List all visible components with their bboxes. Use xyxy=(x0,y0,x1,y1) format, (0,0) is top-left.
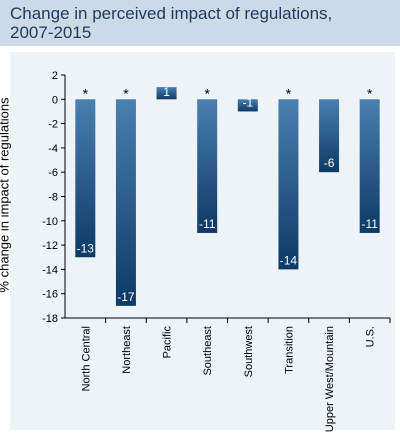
y-tick-label: -8 xyxy=(48,192,58,204)
significance-marker: * xyxy=(286,85,292,101)
y-tick-label: -14 xyxy=(42,264,58,276)
significance-marker: * xyxy=(367,85,373,101)
y-tick-label: -4 xyxy=(48,143,58,155)
y-tick-label: -6 xyxy=(48,167,58,179)
bar-value-label: -6 xyxy=(324,156,335,170)
x-category-label: North Central xyxy=(80,326,92,391)
significance-marker: * xyxy=(204,85,210,101)
y-tick-label: -16 xyxy=(42,289,58,301)
y-tick-label: -18 xyxy=(42,313,58,325)
x-category-label: Southeast xyxy=(202,326,214,376)
bar-value-label: -14 xyxy=(280,253,298,267)
x-category-label: Northeast xyxy=(121,326,133,374)
x-category-label: U.S. xyxy=(365,326,377,347)
bar-transition xyxy=(278,99,299,270)
chart-title-box: Change in perceived impact of regulation… xyxy=(0,0,400,46)
bar-value-label: -17 xyxy=(117,290,135,304)
bar-value-label: -1 xyxy=(242,95,253,109)
x-category-label: Southwest xyxy=(243,326,255,377)
y-tick-label: -12 xyxy=(42,240,58,252)
bar-northeast xyxy=(115,99,136,306)
y-tick-label: -10 xyxy=(42,216,58,228)
bar-value-label: -13 xyxy=(77,241,95,255)
bar-north-central xyxy=(75,99,96,258)
y-tick-label: 2 xyxy=(52,70,58,82)
y-tick-label: 0 xyxy=(52,94,58,106)
bar-upper-west-mountain xyxy=(319,99,340,173)
x-category-label: Transition xyxy=(283,326,295,374)
bar-pacific xyxy=(156,87,177,100)
chart-title-line-1: Change in perceived impact of regulation… xyxy=(10,4,333,23)
bar-southeast xyxy=(197,99,218,233)
bar-southwest xyxy=(237,99,258,112)
bar-value-label: 1 xyxy=(163,85,170,99)
bar-value-label: -11 xyxy=(361,217,378,231)
y-tick-label: -2 xyxy=(48,119,58,131)
significance-marker: * xyxy=(83,85,89,101)
chart-title-line-2: 2007-2015 xyxy=(10,23,92,42)
x-category-label: Pacific xyxy=(162,326,174,359)
x-category-label: Upper West/Mountain xyxy=(324,326,336,432)
significance-marker: * xyxy=(123,85,129,101)
bar-u-s- xyxy=(359,99,380,233)
bar-value-label: -11 xyxy=(199,217,216,231)
